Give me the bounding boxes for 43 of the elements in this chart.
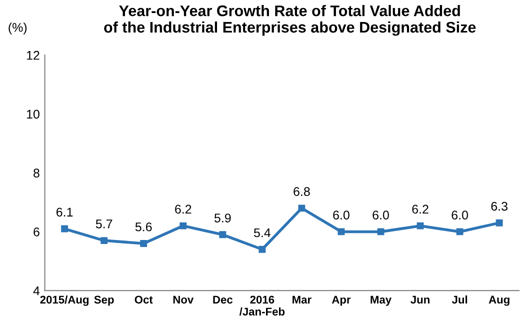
- x-tick-label: May: [370, 296, 392, 306]
- point: [61, 225, 68, 232]
- x-tick-label: 2015/Aug: [40, 295, 89, 306]
- chart-title: Year-on-Year Growth Rate of Total Value Added of the Industrial Enterprises above Designated Size: [104, 5, 476, 36]
- data-label: 6.2: [412, 204, 428, 214]
- x-tick-label: Nov: [173, 296, 194, 304]
- data-label: 5.4: [254, 228, 271, 238]
- x-tick-label: Sep: [94, 296, 114, 306]
- point: [496, 219, 503, 226]
- y-tick-label: 12: [26, 50, 40, 60]
- point: [100, 237, 108, 244]
- x-tick-label: Oct: [134, 296, 153, 304]
- data-label: 6.0: [452, 210, 468, 220]
- x-tick-label: Jun: [410, 296, 430, 304]
- x-tick-label: Apr: [332, 296, 351, 306]
- point: [338, 228, 345, 236]
- data-label: 6.1: [56, 208, 73, 217]
- data-label: 5.7: [96, 220, 112, 228]
- y-tick-label: 4: [33, 286, 40, 296]
- data-label: 6.2: [175, 204, 192, 214]
- data-label: 6.3: [491, 202, 508, 211]
- data-label: 6.0: [333, 210, 350, 220]
- x-tick-label: Aug: [488, 296, 510, 306]
- point: [416, 222, 424, 230]
- x-tick-label: Jul: [452, 295, 468, 304]
- point: [180, 222, 187, 230]
- y-axis-title: (%): [8, 22, 27, 34]
- point: [298, 204, 306, 212]
- point: [140, 240, 148, 247]
- data-label: 6.8: [294, 187, 310, 196]
- point: [377, 228, 384, 236]
- x-tick-label: Dec: [213, 296, 233, 304]
- data-label: 5.9: [214, 214, 231, 222]
- y-tick-label: 10: [26, 110, 40, 119]
- point: [258, 246, 266, 253]
- y-tick-label: 6: [34, 228, 40, 236]
- x-tick-label: Mar: [292, 296, 312, 304]
- point: [456, 228, 464, 236]
- y-tick-label: 8: [34, 168, 40, 178]
- data-label: 6.0: [372, 210, 389, 220]
- x-tick-label: 2016 /Jan-Feb: [239, 296, 285, 316]
- data-label: 5.6: [135, 222, 152, 232]
- point: [219, 231, 226, 238]
